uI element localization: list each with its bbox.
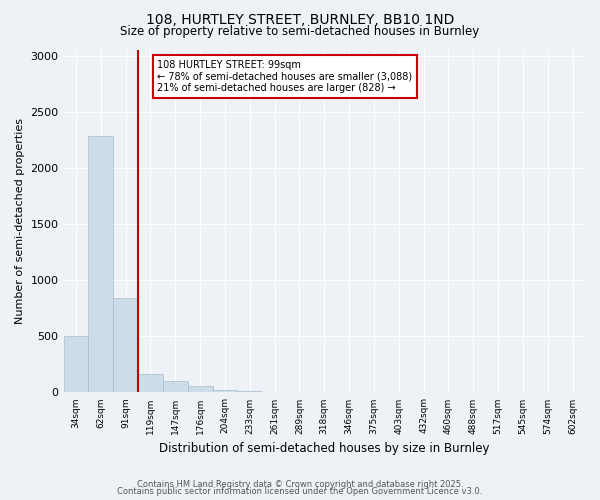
Y-axis label: Number of semi-detached properties: Number of semi-detached properties bbox=[15, 118, 25, 324]
Bar bbox=[212, 390, 238, 392]
X-axis label: Distribution of semi-detached houses by size in Burnley: Distribution of semi-detached houses by … bbox=[159, 442, 490, 455]
Text: 108 HURTLEY STREET: 99sqm
← 78% of semi-detached houses are smaller (3,088)
21% : 108 HURTLEY STREET: 99sqm ← 78% of semi-… bbox=[157, 60, 413, 94]
Bar bbox=[188, 386, 212, 392]
Bar bbox=[88, 136, 113, 392]
Text: Contains public sector information licensed under the Open Government Licence v3: Contains public sector information licen… bbox=[118, 487, 482, 496]
Bar bbox=[138, 374, 163, 392]
Text: Size of property relative to semi-detached houses in Burnley: Size of property relative to semi-detach… bbox=[121, 25, 479, 38]
Text: Contains HM Land Registry data © Crown copyright and database right 2025.: Contains HM Land Registry data © Crown c… bbox=[137, 480, 463, 489]
Bar bbox=[64, 336, 88, 392]
Bar bbox=[163, 381, 188, 392]
Text: 108, HURTLEY STREET, BURNLEY, BB10 1ND: 108, HURTLEY STREET, BURNLEY, BB10 1ND bbox=[146, 12, 454, 26]
Bar bbox=[113, 298, 138, 392]
